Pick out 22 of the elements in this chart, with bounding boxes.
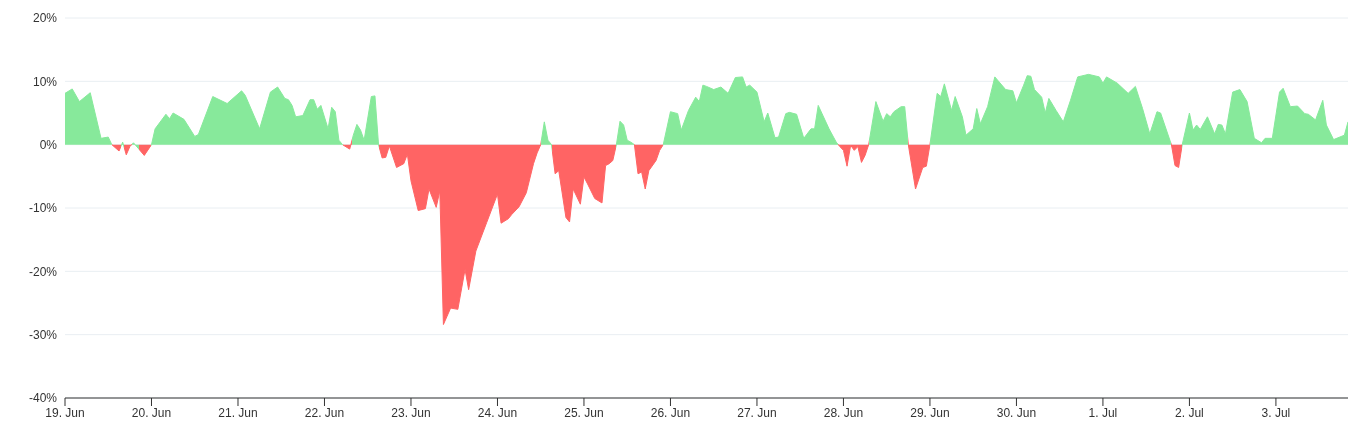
x-tick-label: 19. Jun: [45, 405, 85, 420]
x-tick-label: 27. Jun: [737, 405, 777, 420]
y-tick-label: -30%: [28, 327, 58, 342]
x-tick-label: 21. Jun: [218, 405, 258, 420]
x-tick-label: 3. Jul: [1261, 405, 1291, 420]
y-tick-label: -20%: [28, 264, 58, 279]
x-tick-label: 29. Jun: [910, 405, 950, 420]
x-tick-label: 26. Jun: [650, 405, 691, 420]
x-tick-label: 30. Jun: [996, 405, 1037, 420]
x-tick-label: 20. Jun: [131, 405, 172, 420]
x-tick-label: 1. Jul: [1088, 405, 1118, 420]
x-tick-label: 25. Jun: [564, 405, 604, 420]
x-tick-label: 2. Jul: [1175, 405, 1204, 420]
x-tick-label: 28. Jun: [823, 405, 864, 420]
y-tick-label: 20%: [32, 11, 58, 26]
y-tick-label: -40%: [28, 391, 58, 406]
x-tick-label: 22. Jun: [304, 405, 345, 420]
x-tick-label: 23. Jun: [391, 405, 431, 420]
y-tick-label: 10%: [32, 74, 58, 89]
y-tick-label: -10%: [28, 201, 58, 216]
y-tick-label: 0%: [39, 137, 58, 152]
x-tick-label: 24. Jun: [477, 405, 518, 420]
